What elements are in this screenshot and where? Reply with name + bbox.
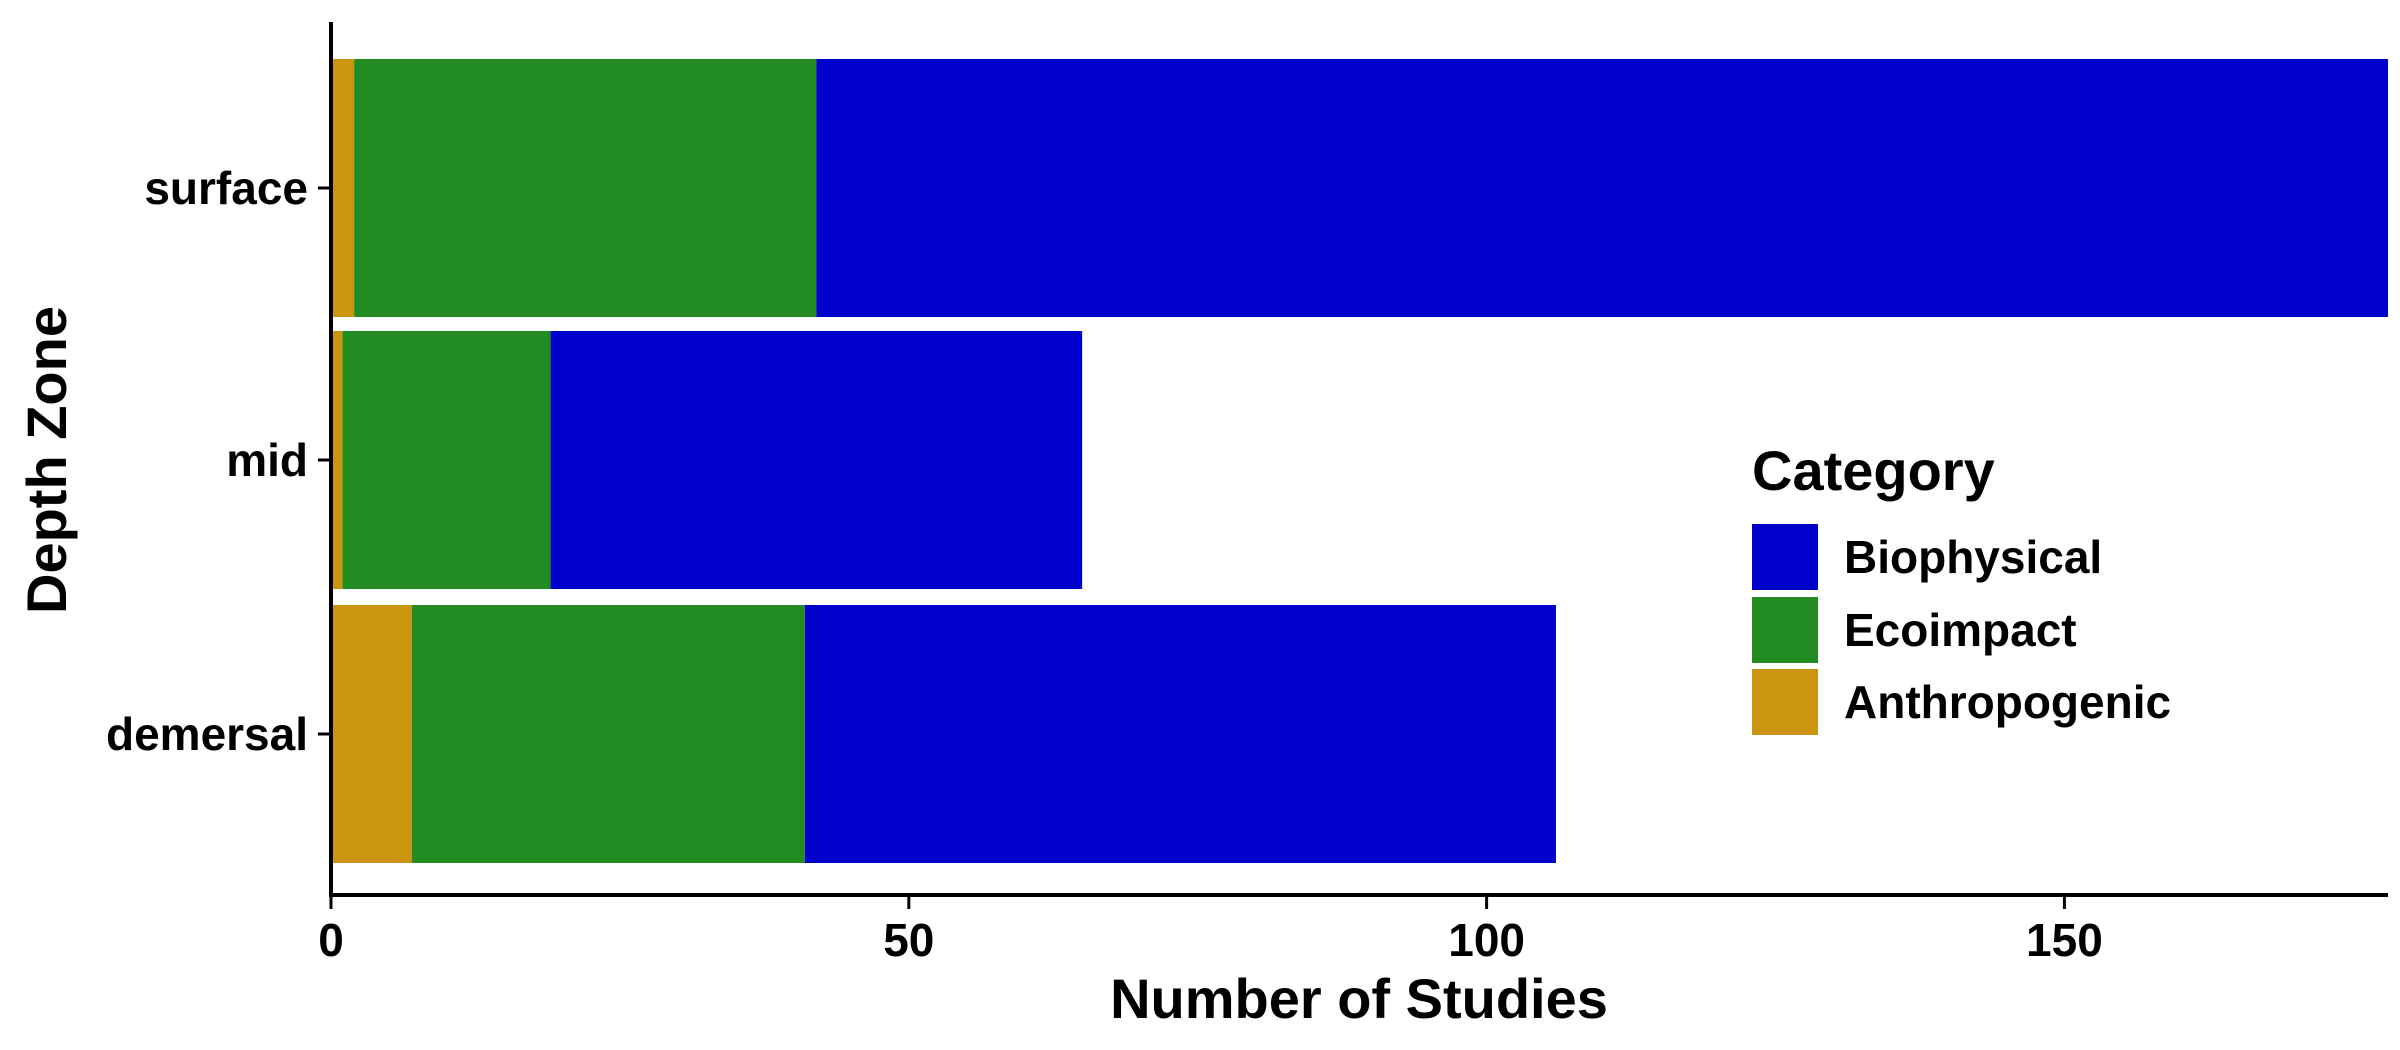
legend-key-anthropogenic (1752, 669, 1818, 735)
x-ticks-layer: 0 50 100 150 (318, 895, 2103, 966)
x-tick-label-150: 150 (2026, 914, 2103, 966)
x-tick-label-50: 50 (883, 914, 934, 966)
bar-mid-anthropogenic (331, 331, 343, 589)
legend-label-biophysical: Biophysical (1844, 531, 2102, 583)
bar-demersal-ecoimpact (411, 605, 805, 863)
y-tick-label-demersal: demersal (106, 708, 308, 760)
bar-demersal-anthropogenic (331, 605, 412, 863)
legend: Category Biophysical Ecoimpact Anthropogen… (1752, 439, 2171, 735)
legend-key-biophysical (1752, 524, 1818, 590)
legend-label-ecoimpact: Ecoimpact (1844, 604, 2077, 656)
y-tick-label-surface: surface (144, 162, 308, 214)
x-tick-label-100: 100 (1448, 914, 1525, 966)
bar-demersal-biophysical (804, 605, 1556, 863)
y-tick-label-mid: mid (226, 434, 308, 486)
bar-mid-ecoimpact (342, 331, 551, 589)
bar-surface-anthropogenic (331, 59, 355, 317)
y-axis-title: Depth Zone (15, 306, 78, 614)
bar-surface-ecoimpact (354, 59, 817, 317)
x-axis-title: Number of Studies (1110, 967, 1608, 1030)
y-ticks-layer: surface mid demersal (106, 162, 331, 760)
legend-title: Category (1752, 439, 1995, 502)
bar-surface-biophysical (816, 59, 2388, 317)
bar-mid-biophysical (550, 331, 1083, 589)
legend-label-anthropogenic: Anthropogenic (1844, 676, 2171, 728)
legend-key-ecoimpact (1752, 597, 1818, 663)
bars-layer (331, 59, 2388, 863)
x-tick-label-0: 0 (318, 914, 344, 966)
